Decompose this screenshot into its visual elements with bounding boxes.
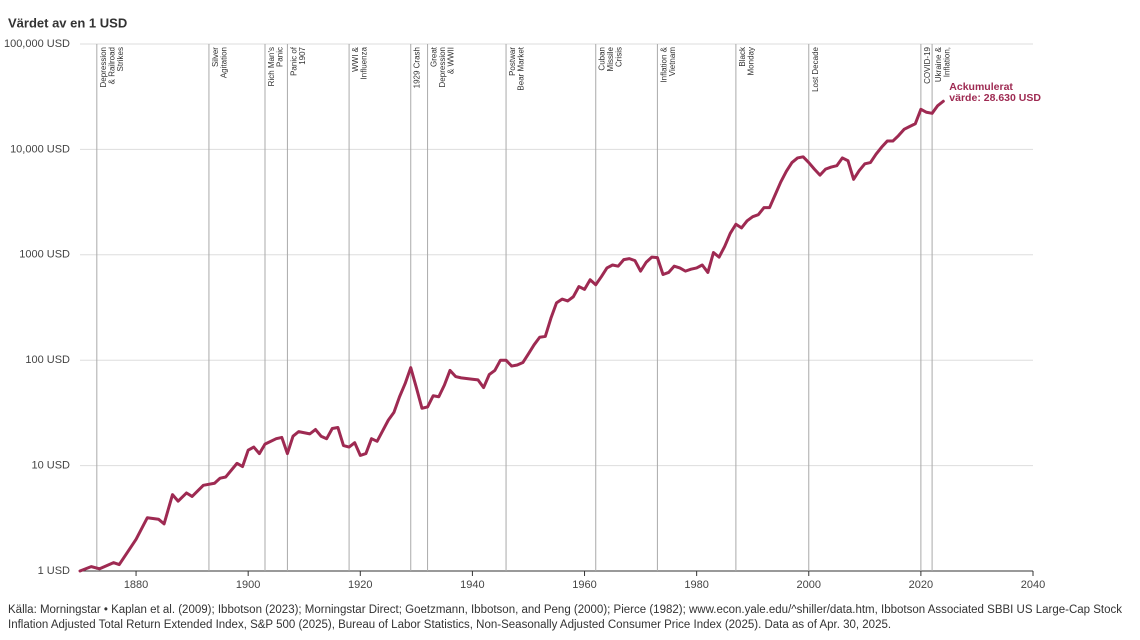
x-tick-label: 1900	[236, 579, 260, 591]
y-tick-label: 100,000 USD	[4, 38, 70, 50]
y-tick-label: 10,000 USD	[10, 143, 70, 155]
event-label: Silver	[211, 47, 220, 67]
x-tick-label: 1920	[348, 579, 372, 591]
data-line	[78, 99, 945, 573]
source-note: Källa: Morningstar • Kaplan et al. (2009…	[8, 604, 1123, 631]
event-label: Crisis	[615, 47, 624, 67]
y-tick-label: 10 USD	[31, 460, 70, 472]
y-tick-label: 1000 USD	[19, 249, 70, 261]
y-tick-label: 100 USD	[25, 354, 70, 366]
event-label: & Railroad	[107, 47, 116, 84]
event-label: Postwar	[508, 47, 517, 76]
x-tick-label: 1960	[572, 579, 596, 591]
event-label: Influenza	[360, 46, 369, 79]
event-label: & WWII	[447, 47, 456, 74]
chart-title: Värdet av en 1 USD	[8, 15, 127, 30]
y-tick-label: 1 USD	[38, 565, 70, 577]
event-label: Cuban	[598, 47, 607, 71]
event-label: Rich Man's	[267, 47, 276, 86]
event-label: Lost Decade	[811, 46, 820, 91]
event-label: Panic	[275, 47, 284, 67]
event-label: Bear Market	[517, 46, 526, 90]
x-tick-label: 2020	[909, 579, 933, 591]
event-label: Panic of	[289, 46, 298, 76]
x-tick-label: 1940	[460, 579, 484, 591]
event-label: Inflation &	[659, 46, 668, 82]
chart: Värdet av en 1 USD 1 USD 10 USD 100 USD 100…	[4, 15, 1045, 591]
event-label: COVID-19	[923, 46, 932, 83]
x-tick-label: 2000	[797, 579, 821, 591]
event-label: Strikes	[116, 47, 125, 71]
event-label: Black	[738, 46, 747, 67]
x-tick-label: 2040	[1021, 579, 1045, 591]
event-label: Agitation	[219, 47, 228, 78]
event-label: Great	[430, 46, 439, 67]
event-label: WWI &	[351, 46, 360, 72]
event-label: Vietnam	[668, 47, 677, 77]
event-label: Ukraine &	[934, 46, 943, 82]
x-tick-label: 1980	[684, 579, 708, 591]
event-label: Depression	[438, 47, 447, 87]
end-annotation: värde: 28.630 USD	[949, 92, 1041, 104]
event-label: Depression	[99, 47, 108, 87]
x-tick-label: 1880	[124, 579, 148, 591]
event-label: 1929 Crash	[413, 47, 422, 88]
end-annotation: Ackumulerat	[949, 81, 1013, 93]
event-label: Inflation,	[943, 47, 952, 77]
event-label: Missile	[606, 46, 615, 71]
event-label: Monday	[746, 47, 755, 75]
event-label: 1907	[298, 46, 307, 64]
